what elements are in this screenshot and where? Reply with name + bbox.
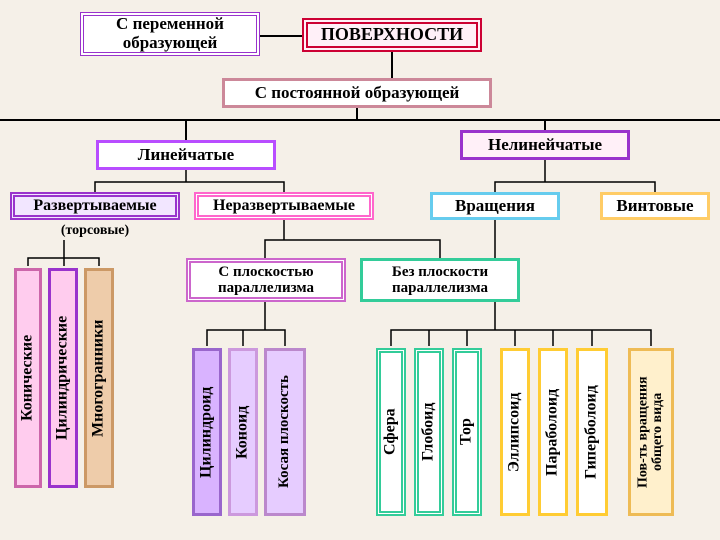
node-helical: Винтовые: [600, 192, 710, 220]
vnode-cylindroid: Цилиндроид: [192, 348, 222, 516]
vnode-ellipsoid: Эллипсоид: [500, 348, 530, 516]
vnode-general: Пов-ть вращения общего вида: [628, 348, 674, 516]
node-ruled: Линейчатые: [96, 140, 276, 170]
vnode-hyperboloid: Гиперболоид: [576, 348, 608, 516]
node-nonruled: Нелинейчатые: [460, 130, 630, 160]
vnode-oblique: Косая плоскость: [264, 348, 306, 516]
node-developable: Развертываемые: [10, 192, 180, 220]
node-with_plane: С плоскостью параллелизма: [186, 258, 346, 302]
vnode-torus: Тор: [452, 348, 482, 516]
node-nondevelopable: Неразвертываемые: [194, 192, 374, 220]
vnode-globoid: Глобоид: [414, 348, 444, 516]
vnode-sphere: Сфера: [376, 348, 406, 516]
node-surfaces: ПОВЕРХНОСТИ: [302, 18, 482, 52]
vnode-conical: Конические: [14, 268, 42, 488]
node-const_gen: С постоянной образующей: [222, 78, 492, 108]
vnode-polyhedra: Многогранники: [84, 268, 114, 488]
node-rotation: Вращения: [430, 192, 560, 220]
vnode-paraboloid: Параболоид: [538, 348, 568, 516]
node-var_gen: С переменной образующей: [80, 12, 260, 56]
node-torso: (торсовые): [30, 222, 160, 240]
vnode-conoid: Коноид: [228, 348, 258, 516]
node-without_plane: Без плоскости параллелизма: [360, 258, 520, 302]
vnode-cylindrical: Цилиндрические: [48, 268, 78, 488]
